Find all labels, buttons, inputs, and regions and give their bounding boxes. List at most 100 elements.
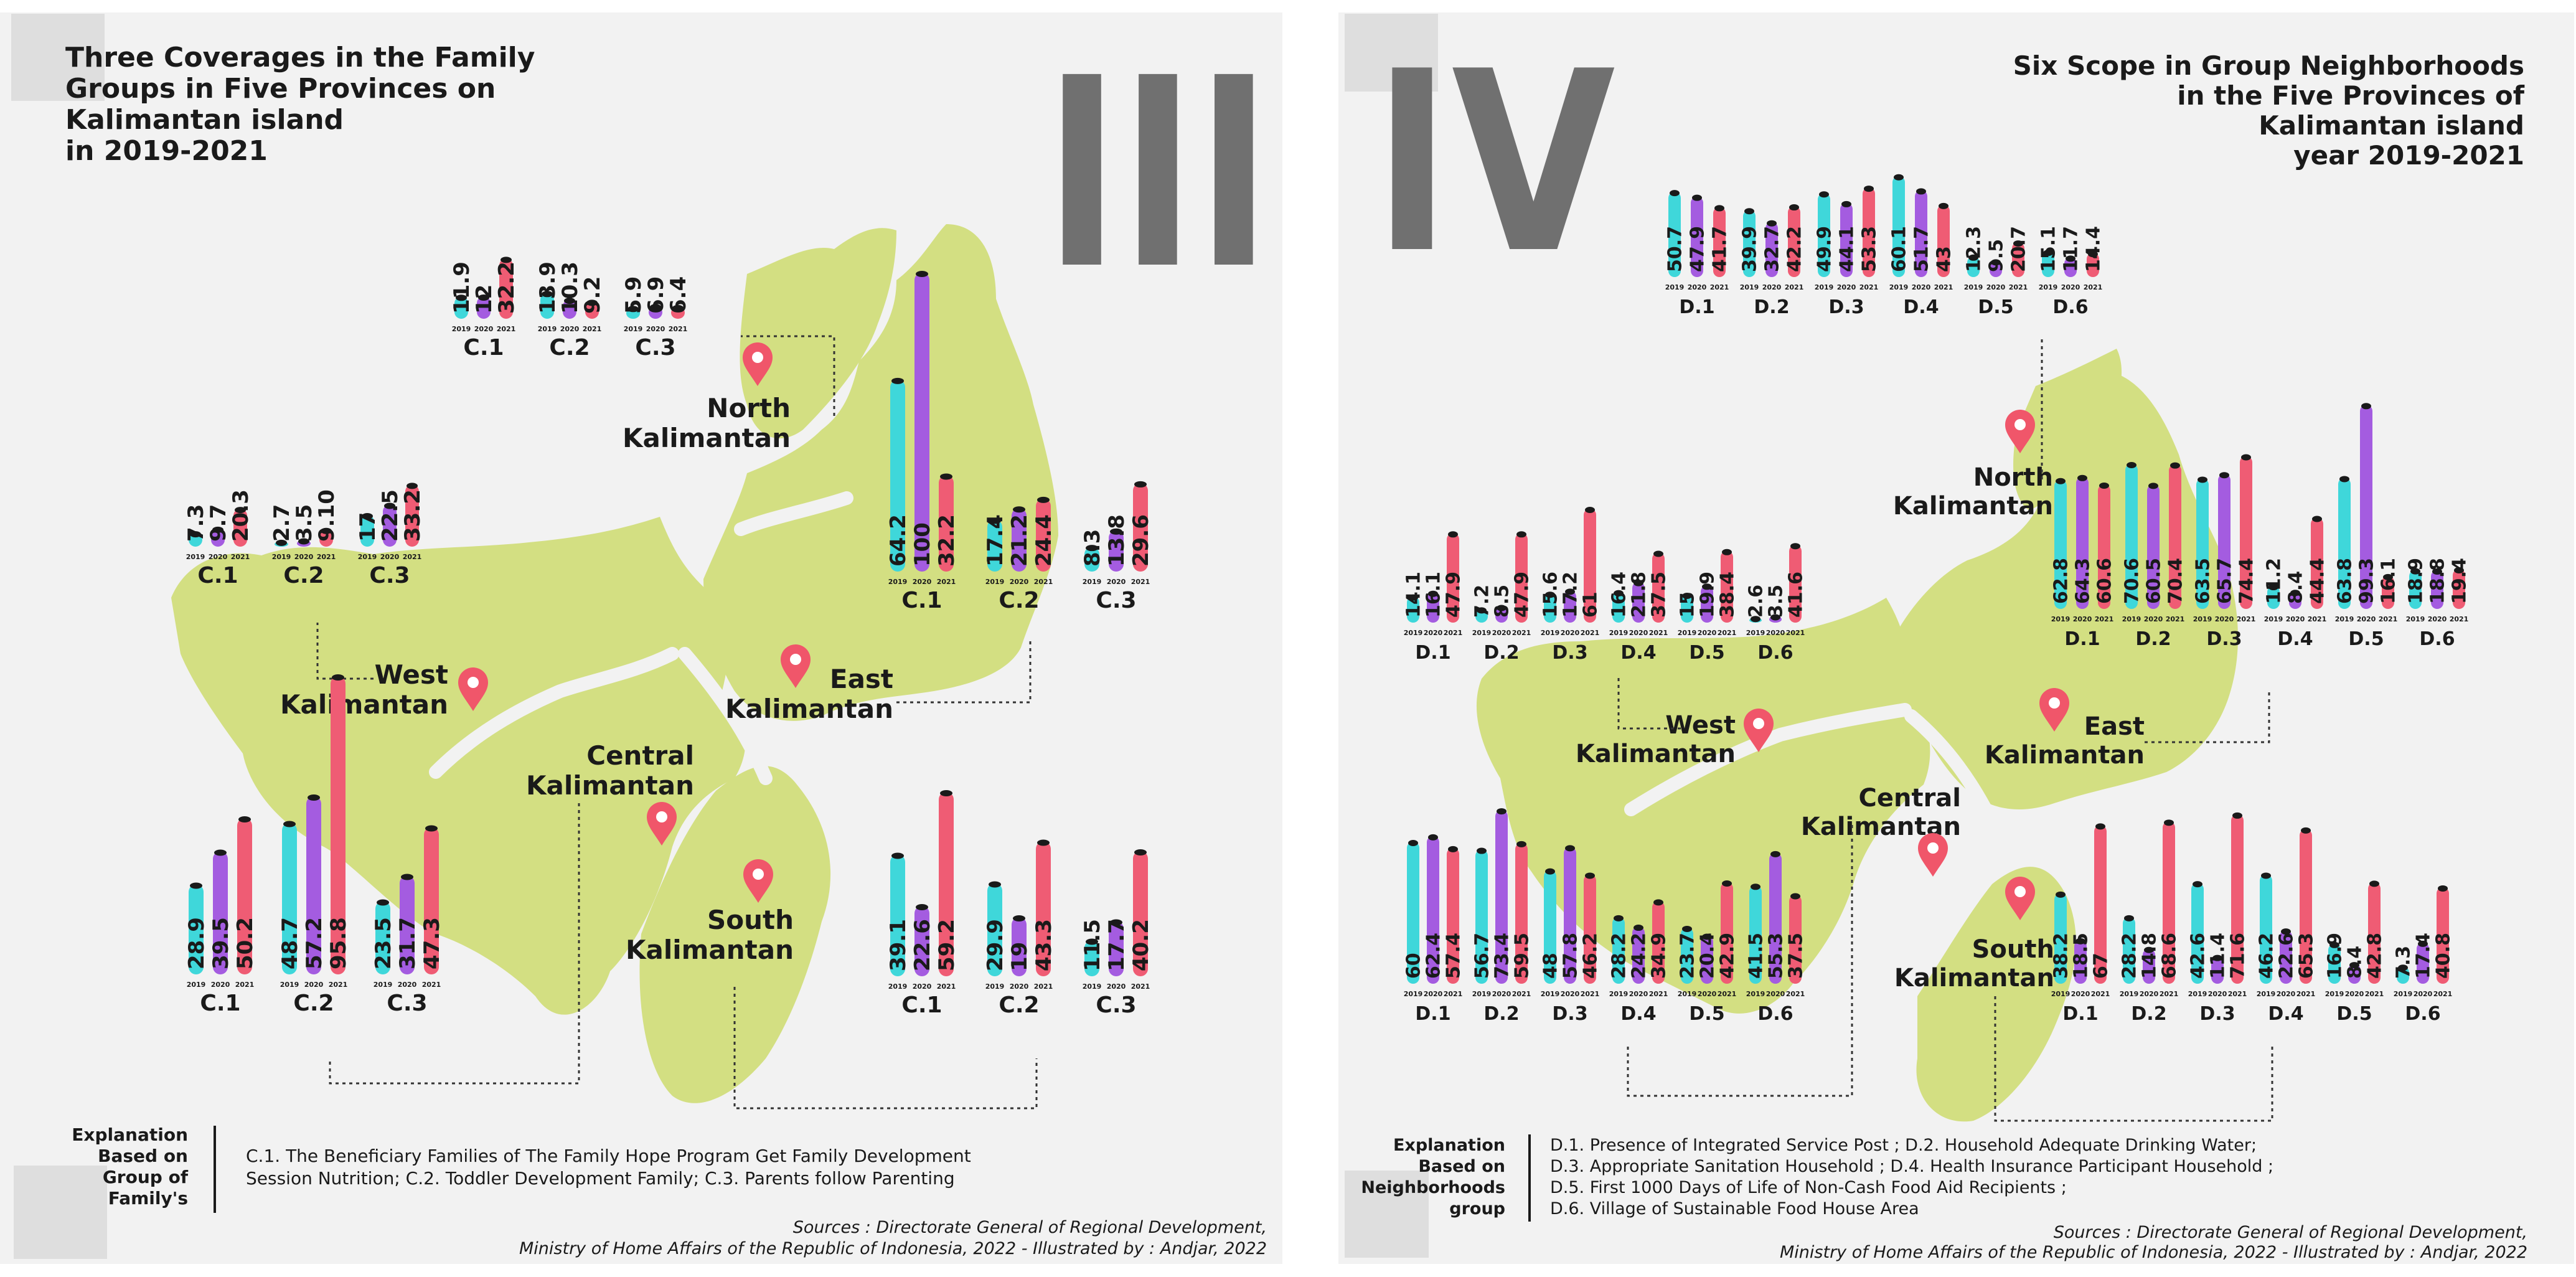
chart-iv-north-year-d1-2019: 2019 (1665, 283, 1685, 291)
chart-iv-west-bar-cap-d2-2019 (1477, 607, 1487, 614)
chart-iv-north-value-d5-2020: 9.5 (1986, 239, 2008, 272)
chart-iv-south-value-d3-2021: 71.6 (2227, 933, 2249, 979)
chart-iv-central-value-d5-2020: 20.4 (1697, 933, 1719, 979)
chart-iv-central-bar-cap-d5-2020 (1702, 933, 1712, 940)
map-iii-north (740, 228, 896, 439)
chart-iii-south-value-c3-2021: 40.2 (1129, 919, 1154, 971)
chart-iv-south-year-d2-2019: 2019 (2120, 990, 2139, 998)
panel-iv: IV Six Scope in Group Neighborhoods in t… (1338, 12, 2574, 1264)
chart-iv-south-bar-cap-d6-2019 (2398, 964, 2408, 971)
chart-iv-central-bar-cap-d4-2019 (1614, 915, 1624, 921)
chart-iii-central-year-c2-2019: 2019 (280, 981, 299, 989)
chart-iv-east-bar-d6-2020 (2431, 570, 2443, 609)
explanation-iv-label-3: Neighborhoods (1361, 1178, 1505, 1197)
chart-iii-east-value-c3-2021: 29.6 (1129, 514, 1154, 567)
chart-iv-central-bar-d1-2020 (1427, 836, 1439, 984)
chart-iv-central-group-label-d5: D.5 (1689, 1003, 1724, 1025)
chart-iv-central-value-d5-2019: 23.7 (1677, 933, 1699, 979)
chart-iii-west-bar-cap-c2-2021 (321, 527, 332, 534)
chart-iv-west-bar-cap-d5-2019 (1682, 593, 1692, 599)
chart-iv-south-value-d2-2019: 28.2 (2119, 933, 2141, 979)
chart-iv-east-year-d6-2021: 2021 (2450, 615, 2469, 623)
chart-iii-north-bar-c1-2020 (477, 296, 491, 319)
chart-iii-south-value-c2-2019: 29.9 (983, 919, 1008, 971)
chart-iv-east-bar-d1-2021 (2098, 484, 2110, 609)
chart-iv-central-bar-d3-2020 (1564, 847, 1576, 984)
chart-iv-central-value-d1-2020: 62.4 (1423, 933, 1445, 979)
chart-iv-west-year-d6-2021: 2021 (1786, 629, 1805, 637)
chart-iii-east-bar-cap-c3-2021 (1134, 481, 1147, 488)
panel-iii-corner-top (11, 14, 105, 101)
chart-iv-north-bar-d6-2021 (2087, 253, 2099, 277)
rivers-iv (1624, 703, 1999, 829)
chart-iv-east-value-d3-2021: 74.4 (2236, 558, 2258, 604)
chart-iii-east-value-c2-2021: 24.4 (1032, 514, 1056, 567)
roman-numeral-iv: IV (1373, 17, 1617, 308)
title-iv-line-1: Six Scope in Group Neighborhoods (2013, 50, 2524, 81)
chart-iii-west-value-c2-2020: 3.5 (292, 504, 317, 542)
chart-iv-south-year-d6-2020: 2020 (2414, 990, 2433, 998)
chart-iv-west-bar-cap-d4-2019 (1614, 590, 1624, 596)
chart-iv-south-year-d3-2020: 2020 (2208, 990, 2227, 998)
chart-iv-east-bar-cap-d2-2021 (2170, 462, 2180, 469)
chart-iv-south-bar-d4-2020 (2280, 930, 2292, 984)
chart-iv-north-value-d5-2019: 12.3 (1963, 226, 1985, 272)
chart-iv-west-value-d2-2020: 8.5 (1492, 585, 1513, 618)
chart-iv-west-group-label-d2: D.2 (1483, 642, 1519, 664)
chart-iv-west-year-d3-2020: 2020 (1561, 629, 1580, 637)
explanation-iv-text-4: D.6. Village of Sustainable Food House A… (1550, 1199, 1919, 1218)
chart-iv-west-group-label-d6: D.6 (1757, 642, 1793, 664)
chart-iv-central-bar-cap-d5-2019 (1682, 925, 1692, 932)
chart-iv-north-value-d1-2021: 41.7 (1709, 226, 1731, 272)
chart-iii-south-year-c1-2021: 2021 (937, 982, 956, 991)
title-iii-line-3: Kalimantan island (65, 104, 344, 136)
chart-iv-east-bar-d4-2021 (2311, 517, 2323, 609)
title-iv-line-3: Kalimantan island (2259, 110, 2524, 141)
chart-iv-central-bar-d3-2021 (1584, 874, 1596, 984)
chart-iv-west-value-d4-2021: 37.5 (1648, 572, 1670, 618)
chart-iv-west-bar-cap-d5-2020 (1702, 583, 1712, 590)
chart-iii-south-bar-cap-c2-2020 (1013, 915, 1025, 921)
chart-iv-south-bar-d2-2020 (2143, 948, 2155, 984)
chart-iv-west-bar-cap-d3-2020 (1565, 588, 1575, 595)
chart-iv-west-year-d5-2020: 2020 (1698, 629, 1717, 637)
chart-iii-west-bar-c2-2021 (319, 529, 333, 547)
chart-iv-central-bar-cap-d1-2019 (1408, 840, 1418, 846)
chart-iv-west-value-d4-2019: 16.4 (1609, 572, 1630, 618)
chart-iv-south-group-label-d1: D.1 (2062, 1003, 2098, 1025)
chart-iv-west-bar-cap-d3-2021 (1585, 507, 1595, 513)
map-iii-west-central (171, 517, 746, 1015)
chart-iv-north-value-d1-2020: 47.9 (1687, 226, 1709, 272)
chart-iii-central-value-c1-2021: 50.2 (233, 917, 258, 969)
chart-iv-south-group-label-d2: D.2 (2131, 1003, 2166, 1025)
chart-iii-west-year-c2-2020: 2020 (294, 553, 314, 561)
chart-iv-south-bar-d3-2020 (2211, 956, 2224, 984)
chart-iv-west-bar-d1-2019 (1407, 596, 1419, 623)
chart-iii-south-year-c2-2021: 2021 (1034, 982, 1053, 991)
chart-iv-north-bar-cap-d3-2021 (1864, 186, 1874, 192)
province-iv-north-line-2: Kalimantan (1893, 492, 2053, 521)
chart-iv-east-value-d6-2020: 18.8 (2427, 558, 2449, 604)
chart-iv-north-value-d4-2021: 43 (1934, 246, 1955, 272)
chart-iv-central-value-d3-2019: 48 (1540, 953, 1562, 979)
chart-iii-south: 39.1201922.6202059.22021C.129.9201919202… (886, 790, 1154, 1018)
chart-iii-south-group-label-c1: C.1 (901, 992, 942, 1018)
chart-iv-south-bar-d2-2021 (2163, 821, 2175, 984)
chart-iii-central-bar-c2-2020 (306, 796, 321, 974)
chart-iv-east-bar-d6-2021 (2453, 568, 2465, 609)
chart-iv-east-bar-cap-d1-2019 (2056, 478, 2066, 484)
chart-iv-north-bar-d4-2021 (1937, 204, 1950, 277)
chart-iii-south-value-c3-2019: 11.5 (1080, 919, 1105, 971)
chart-iv-north-bar-d1-2021 (1713, 207, 1726, 277)
chart-iv-east-bar-cap-d3-2020 (2219, 472, 2229, 479)
panel-iv-corner-top (1345, 14, 1438, 92)
chart-iv-central-year-d2-2021: 2021 (1512, 990, 1531, 998)
chart-iv-south-bar-cap-d3-2020 (2212, 954, 2222, 961)
chart-iii-east-year-c3-2019: 2019 (1083, 578, 1102, 586)
chart-iv-north-year-d2-2021: 2021 (1785, 283, 1804, 291)
chart-iii-north-value-c3-2019: 5.9 (621, 276, 646, 314)
chart-iii-west-value-c1-2019: 7.3 (184, 504, 209, 542)
chart-iv-west-year-d2-2021: 2021 (1512, 629, 1531, 637)
chart-iii-north-bar-c1-2021 (499, 258, 513, 319)
